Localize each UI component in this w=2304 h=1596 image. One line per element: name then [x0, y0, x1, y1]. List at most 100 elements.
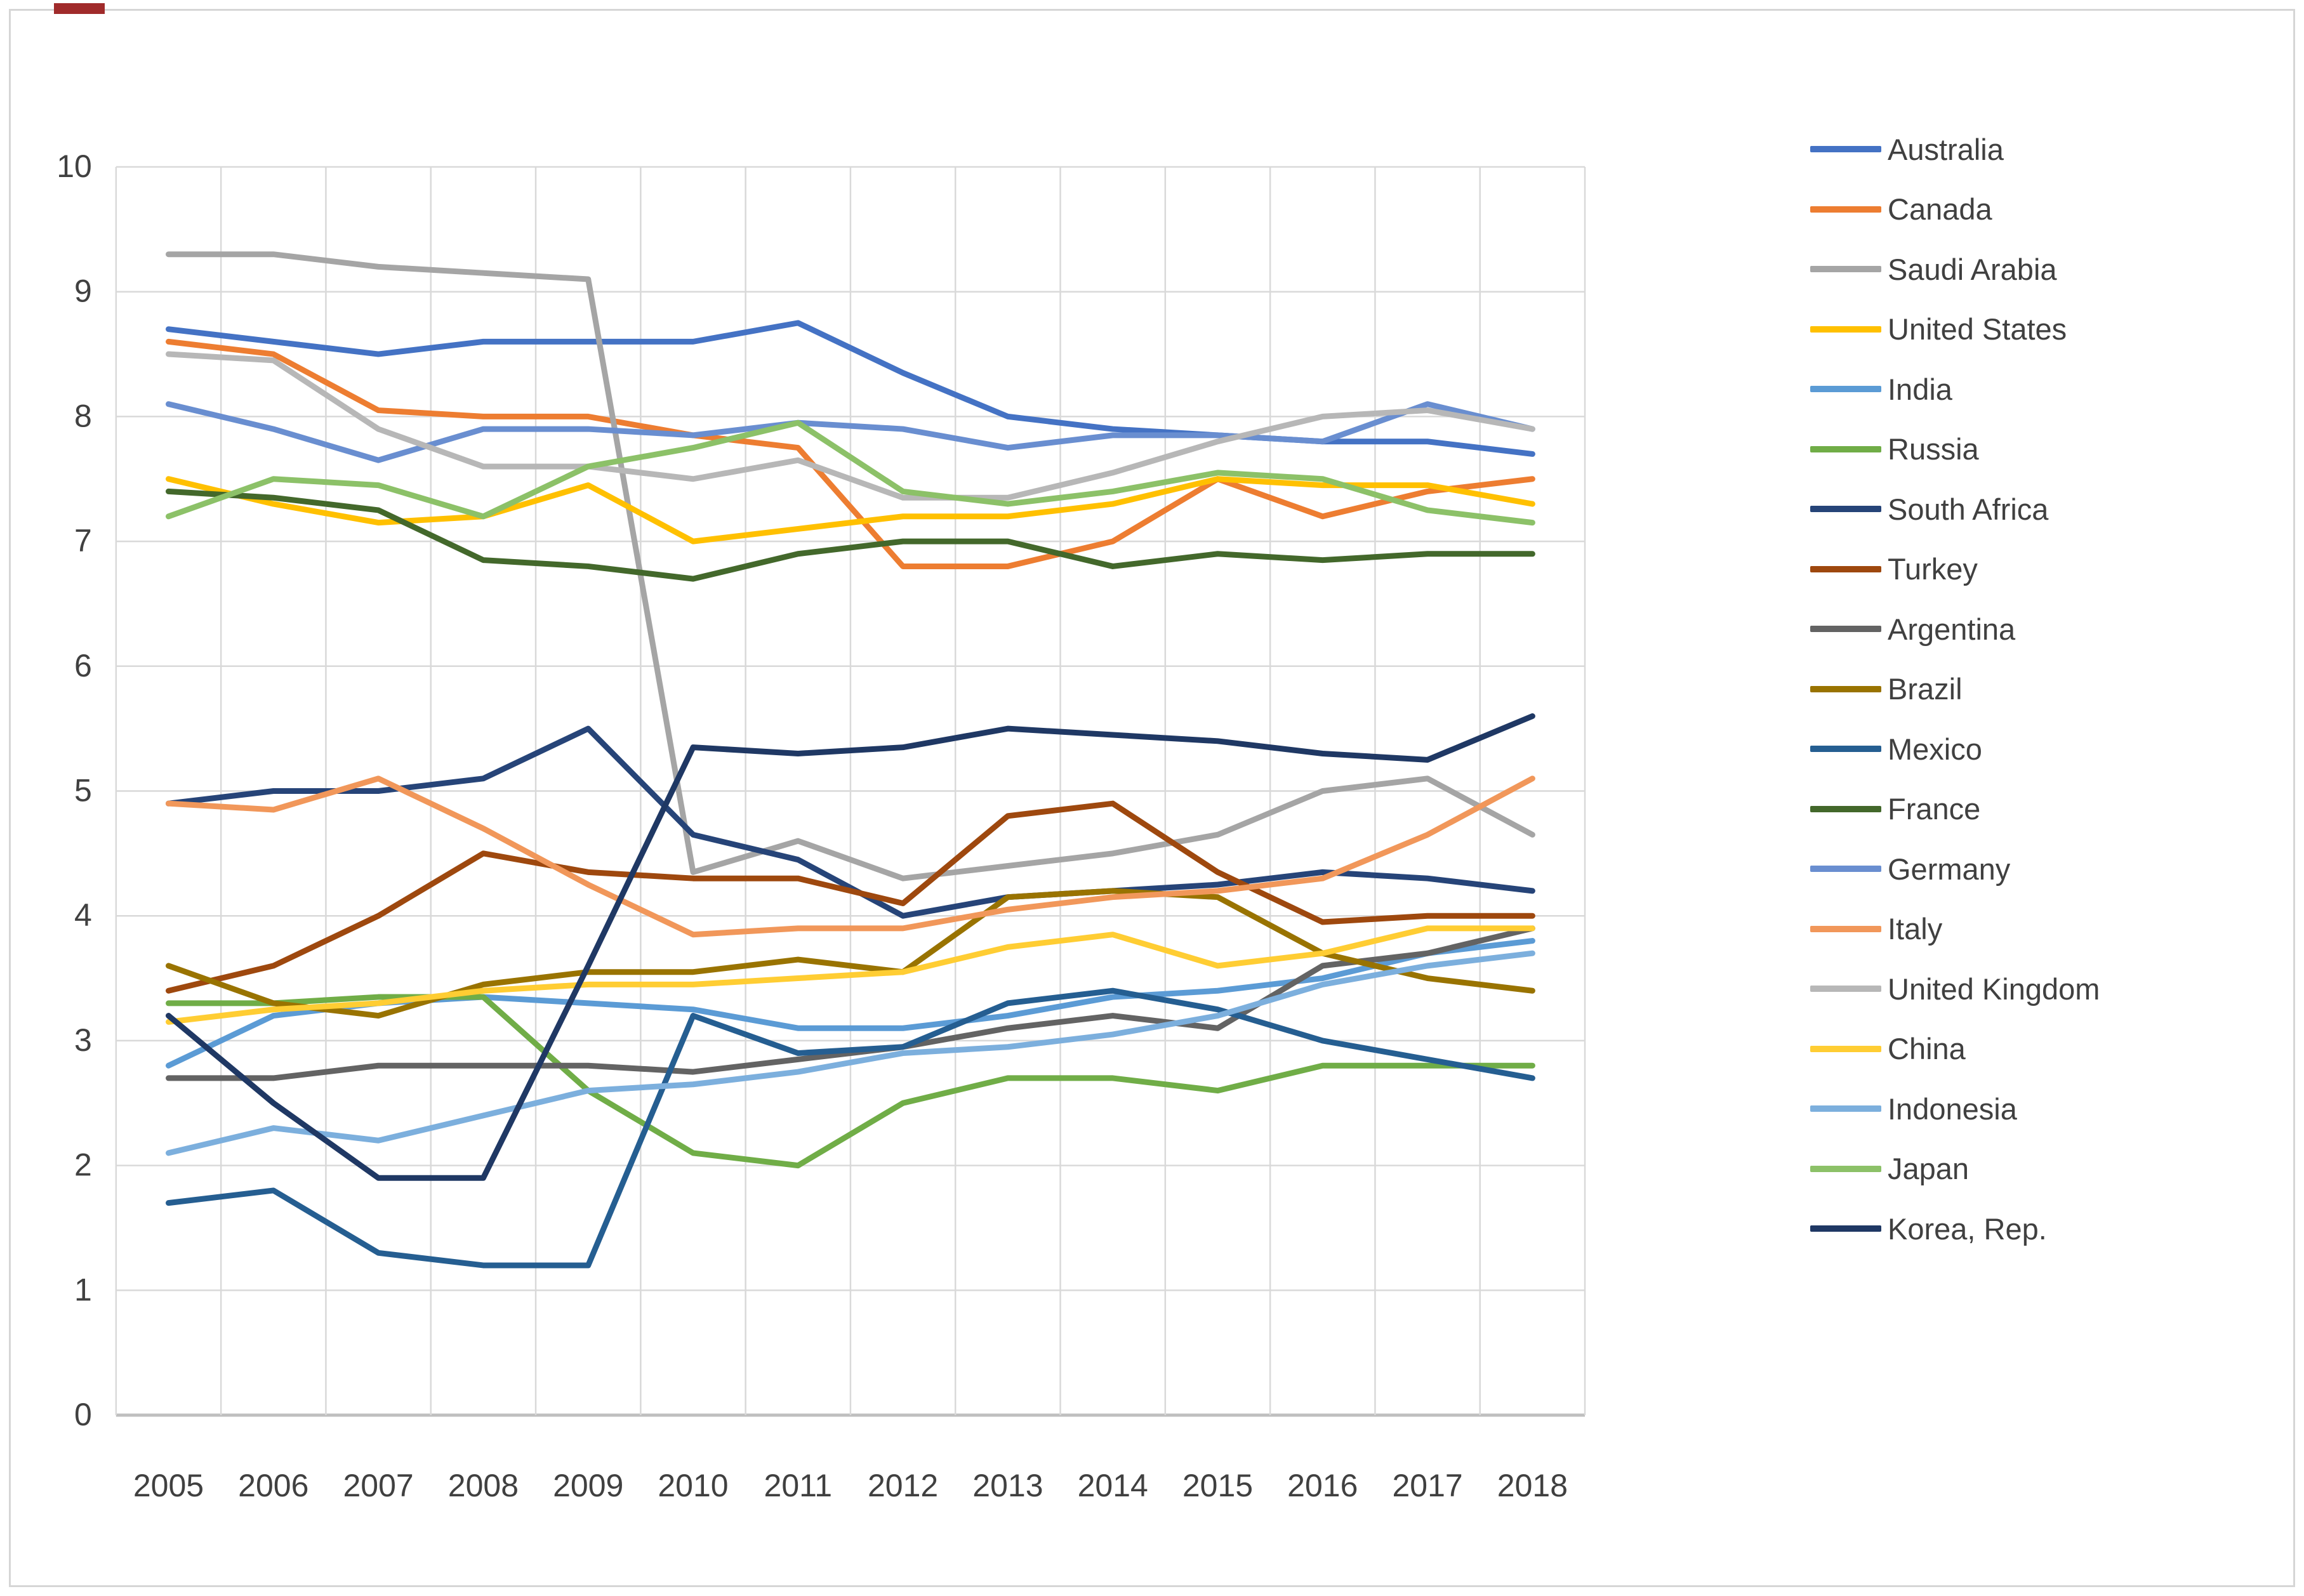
series-line-germany — [166, 401, 1535, 463]
series-lines — [166, 251, 1535, 1269]
y-axis-label-0: 0 — [74, 1397, 92, 1432]
legend-label: Japan — [1888, 1152, 1970, 1186]
series-line-china — [166, 925, 1535, 1025]
legend-item-south-africa: South Africa — [1810, 479, 2293, 539]
legend-label: Germany — [1888, 852, 2011, 886]
legend-label: India — [1888, 372, 1952, 406]
legend-item-australia: Australia — [1810, 119, 2293, 180]
legend-item-brazil: Brazil — [1810, 659, 2293, 720]
legend-label: Canada — [1888, 192, 1992, 227]
legend-label: Saudi Arabia — [1888, 252, 2057, 286]
legend-item-germany: Germany — [1810, 839, 2293, 899]
legend-dash-icon — [1810, 206, 1881, 213]
x-axis-label-2007: 2007 — [343, 1468, 413, 1503]
legend-dash-icon — [1810, 506, 1881, 513]
legend-dash-icon — [1810, 685, 1881, 692]
legend-label: Korea, Rep. — [1888, 1211, 2047, 1246]
legend-item-saudi-arabia: Saudi Arabia — [1810, 239, 2293, 300]
legend-label: Brazil — [1888, 672, 1963, 706]
legend-dash-icon — [1810, 326, 1881, 333]
x-axis-label-2012: 2012 — [868, 1468, 938, 1503]
y-axis-label-8: 8 — [74, 398, 92, 433]
legend-dash-icon — [1810, 626, 1881, 633]
legend-item-united-states: United States — [1810, 300, 2293, 360]
legend-label: South Africa — [1888, 492, 2049, 526]
x-axis-label-2010: 2010 — [658, 1468, 728, 1503]
legend-item-mexico: Mexico — [1810, 719, 2293, 779]
series-line-saudi-arabia — [166, 251, 1535, 881]
legend-label: Russia — [1888, 432, 1979, 466]
series-line-mexico — [166, 987, 1535, 1269]
y-axis-label-5: 5 — [74, 773, 92, 808]
y-axis-label-6: 6 — [74, 648, 92, 683]
legend-label: Italy — [1888, 912, 1943, 946]
y-axis-label-4: 4 — [74, 897, 92, 933]
y-axis-label-7: 7 — [74, 523, 92, 558]
y-axis-label-9: 9 — [74, 274, 92, 309]
x-axis-label-2014: 2014 — [1078, 1468, 1148, 1503]
corner-mark — [54, 3, 105, 14]
legend-item-italy: Italy — [1810, 899, 2293, 960]
legend-dash-icon — [1810, 386, 1881, 393]
series-line-canada — [166, 338, 1535, 569]
legend-label: United Kingdom — [1888, 972, 2100, 1006]
legend-dash-icon — [1810, 266, 1881, 273]
series-line-france — [166, 488, 1535, 582]
x-axis-label-2013: 2013 — [972, 1468, 1043, 1503]
legend-dash-icon — [1810, 1105, 1881, 1112]
legend-label: United States — [1888, 312, 2067, 346]
legend-item-united-kingdom: United Kingdom — [1810, 959, 2293, 1019]
axis-tick-labels: 0 1 2 3 4 5 6 7 8 9 10 2005 2006 2007 2008 2009 2010 2011… — [56, 148, 1568, 1503]
x-axis-label-2009: 2009 — [553, 1468, 623, 1503]
x-axis-label-2018: 2018 — [1497, 1468, 1568, 1503]
legend-item-argentina: Argentina — [1810, 599, 2293, 659]
legend-item-china: China — [1810, 1019, 2293, 1079]
legend-label: China — [1888, 1032, 1966, 1066]
x-axis-label-2006: 2006 — [238, 1468, 308, 1503]
legend-item-indonesia: Indonesia — [1810, 1079, 2293, 1139]
x-axis-label-2015: 2015 — [1182, 1468, 1253, 1503]
legend-dash-icon — [1810, 1165, 1881, 1172]
legend-item-india: India — [1810, 359, 2293, 419]
y-axis-label-3: 3 — [74, 1022, 92, 1058]
legend-label: Turkey — [1888, 552, 1978, 586]
legend-dash-icon — [1810, 805, 1881, 812]
series-line-italy — [166, 775, 1535, 938]
x-axis-label-2005: 2005 — [133, 1468, 204, 1503]
image-border-frame — [9, 9, 2295, 1587]
x-axis-label-2017: 2017 — [1392, 1468, 1462, 1503]
y-axis-label-1: 1 — [74, 1272, 92, 1307]
y-axis-label-2: 2 — [74, 1147, 92, 1183]
legend-dash-icon — [1810, 866, 1881, 873]
legend-label: Mexico — [1888, 732, 1982, 766]
x-axis-label-2008: 2008 — [448, 1468, 519, 1503]
series-line-argentina — [166, 925, 1535, 1081]
legend-label: Australia — [1888, 132, 2004, 166]
legend-dash-icon — [1810, 445, 1881, 452]
legend-dash-icon — [1810, 1225, 1881, 1232]
legend-dash-icon — [1810, 146, 1881, 153]
legend-dash-icon — [1810, 565, 1881, 572]
legend-item-canada: Canada — [1810, 180, 2293, 240]
series-line-japan — [166, 419, 1535, 526]
legend-dash-icon — [1810, 986, 1881, 993]
legend-label: Indonesia — [1888, 1091, 2017, 1126]
legend-item-turkey: Turkey — [1810, 539, 2293, 600]
legend-dash-icon — [1810, 925, 1881, 932]
series-line-turkey — [166, 800, 1535, 994]
legend-item-japan: Japan — [1810, 1139, 2293, 1199]
legend-item-russia: Russia — [1810, 419, 2293, 480]
legend-dash-icon — [1810, 746, 1881, 753]
series-line-korea-rep — [166, 713, 1535, 1181]
legend-dash-icon — [1810, 1045, 1881, 1052]
series-line-russia — [166, 994, 1535, 1169]
series-line-united-kingdom — [166, 351, 1535, 501]
x-axis-label-2016: 2016 — [1287, 1468, 1358, 1503]
legend-item-france: France — [1810, 779, 2293, 840]
series-line-indonesia — [166, 950, 1535, 1156]
series-line-brazil — [166, 888, 1535, 1019]
legend-label: France — [1888, 792, 1981, 826]
legend-label: Argentina — [1888, 612, 2016, 646]
